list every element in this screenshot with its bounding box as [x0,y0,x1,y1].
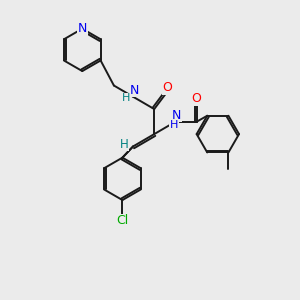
Text: H: H [120,138,129,151]
Text: Cl: Cl [116,214,129,227]
Text: N: N [172,109,181,122]
Text: N: N [78,22,87,35]
Text: H: H [170,120,178,130]
Text: H: H [122,93,131,103]
Text: O: O [163,81,172,94]
Text: O: O [192,92,202,105]
Text: N: N [130,84,139,97]
